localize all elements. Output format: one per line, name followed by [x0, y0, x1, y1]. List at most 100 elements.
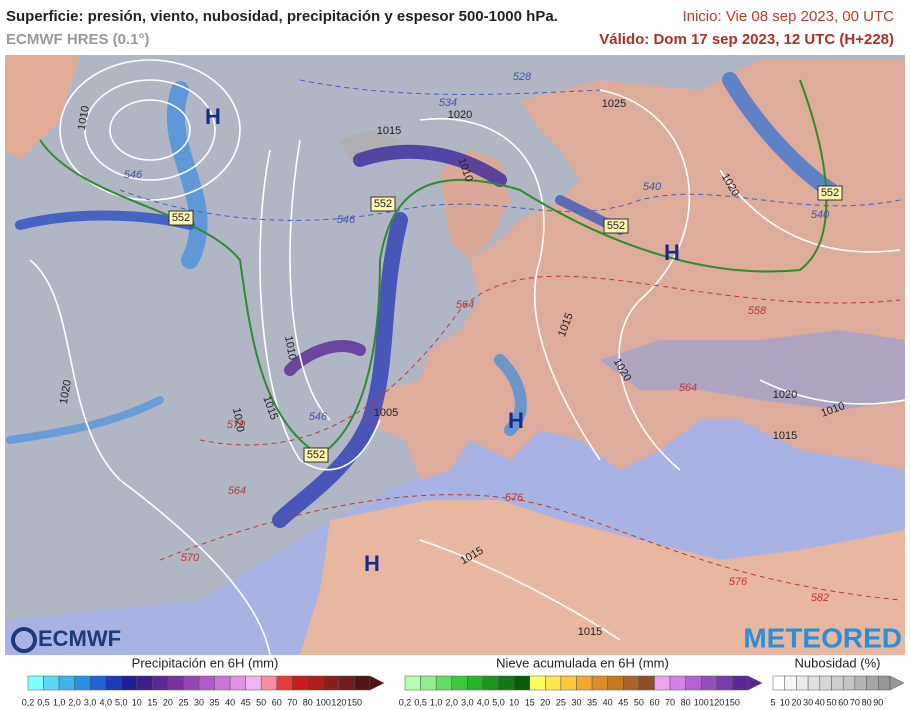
legend-swatch: [260, 675, 277, 691]
legend-tick-label: 5,0: [115, 697, 128, 707]
isobar-label: 1015: [578, 626, 602, 638]
legend-swatch: [482, 675, 499, 691]
legend-swatch: [529, 675, 546, 691]
thickness-label: 546: [124, 169, 143, 181]
legend-swatch: [43, 675, 60, 691]
pressure-center: H: [364, 551, 380, 576]
thickness-label: 528: [513, 71, 532, 83]
legend-tick-label: 100: [694, 697, 709, 707]
legend-tick-label: 60: [272, 697, 282, 707]
legend-swatch: [772, 675, 785, 691]
thickness-label: 540: [643, 181, 662, 193]
legend-swatch: [307, 675, 324, 691]
legend-tick-label: 90: [873, 697, 883, 707]
map-labels: HHHH101010251020101510101020101510101020…: [11, 71, 902, 653]
thickness-label: 576: [729, 576, 748, 588]
legend-tick-label: 20: [540, 697, 550, 707]
thickness-label: 570: [227, 419, 246, 431]
legend-swatch: [831, 675, 844, 691]
legend-tick-label: 60: [649, 697, 659, 707]
logo-ecmwf: ECMWF: [38, 626, 121, 651]
legend-swatch: [229, 675, 246, 691]
isobar-label: 1015: [377, 125, 401, 137]
legend-swatch: [136, 675, 153, 691]
thickness-label: 582: [811, 592, 829, 604]
legend-tick-label: 30: [194, 697, 204, 707]
legend-swatch: [121, 675, 138, 691]
legend-swatch: [784, 675, 797, 691]
legend-swatch: [560, 675, 577, 691]
legend-tick-label: 25: [178, 697, 188, 707]
legend-swatch: [842, 675, 856, 691]
isobar-label: 1015: [773, 430, 797, 442]
legend-tick-label: 35: [210, 697, 220, 707]
isobar-label: 1020: [448, 109, 472, 121]
legend-tick-label: 70: [850, 697, 860, 707]
legend-tick-label: 150: [725, 697, 740, 707]
legend-tick-label: 5: [770, 697, 775, 707]
legend-tick-label: 1,0: [430, 697, 443, 707]
legend-swatch: [716, 675, 733, 691]
logo-ecmwf-mark: [11, 627, 37, 653]
legend-swatch: [467, 675, 484, 691]
thickness-label: 576: [505, 492, 524, 504]
legend-tick-label: 15: [525, 697, 535, 707]
legend-swatch: [607, 675, 624, 691]
isobar-label: 1025: [602, 98, 626, 110]
legend-tick-label: 0,5: [37, 697, 50, 707]
init-time: Inicio: Vie 08 sep 2023, 00 UTC: [682, 8, 894, 25]
legend-tick-label: 120: [331, 697, 346, 707]
legend-swatch: [866, 675, 879, 691]
map-layers: [5, 55, 905, 655]
thickness-label: 558: [748, 305, 767, 317]
isobar-label: 1020: [773, 389, 797, 401]
legend-swatch: [404, 675, 421, 691]
legend-swatch: [58, 675, 75, 691]
legend-tick-label: 0,2: [399, 697, 412, 707]
legend-swatch: [420, 675, 437, 691]
thickness-box-label: 552: [374, 198, 392, 210]
legend-swatch: [276, 675, 293, 691]
legend-tick-label: 100: [316, 697, 331, 707]
legend-swatch: [323, 675, 340, 691]
legend-swatch: [669, 675, 686, 691]
legend-swatch: [685, 675, 702, 691]
legend-tick-label: 45: [241, 697, 251, 707]
legend-arrow: [889, 675, 905, 691]
legend-tick-label: 50: [256, 697, 266, 707]
isobar-label: 1020: [58, 379, 74, 405]
legend-tick-label: 40: [815, 697, 825, 707]
legend-swatch: [700, 675, 718, 691]
legend-swatch: [152, 675, 169, 691]
thickness-label: 546: [337, 214, 356, 226]
legend-swatch: [513, 675, 530, 691]
thickness-box-label: 552: [172, 212, 190, 224]
legend-swatch: [638, 675, 655, 691]
legend-tick-label: 10: [509, 697, 519, 707]
legend-tick-label: 0,2: [22, 697, 35, 707]
thickness-box: [168, 210, 194, 226]
thickness-label: 534: [439, 97, 457, 109]
legend-tick-label: 30: [803, 697, 813, 707]
logo-meteored: METEORED: [743, 622, 902, 653]
thickness-label: 546: [309, 411, 328, 423]
legend-title: Precipitación en 6H (mm): [132, 655, 279, 670]
legend-tick-label: 30: [571, 697, 581, 707]
legend-tick-label: 2,0: [68, 697, 81, 707]
isobars: [29, 59, 905, 655]
legend-arrow: [369, 675, 385, 691]
legend-swatch: [545, 675, 562, 691]
legend-tick-label: 50: [634, 697, 644, 707]
legend-tick-label: 4,0: [99, 697, 112, 707]
legend-tick-label: 0,5: [414, 697, 427, 707]
thickness-label: 564: [456, 299, 474, 311]
legend-swatch: [338, 675, 355, 691]
legend-tick-label: 10: [780, 697, 790, 707]
legend-swatch: [796, 675, 809, 691]
legend-swatch: [74, 675, 91, 691]
legend-tick-label: 45: [618, 697, 628, 707]
isobar-label: 1010: [76, 105, 92, 131]
